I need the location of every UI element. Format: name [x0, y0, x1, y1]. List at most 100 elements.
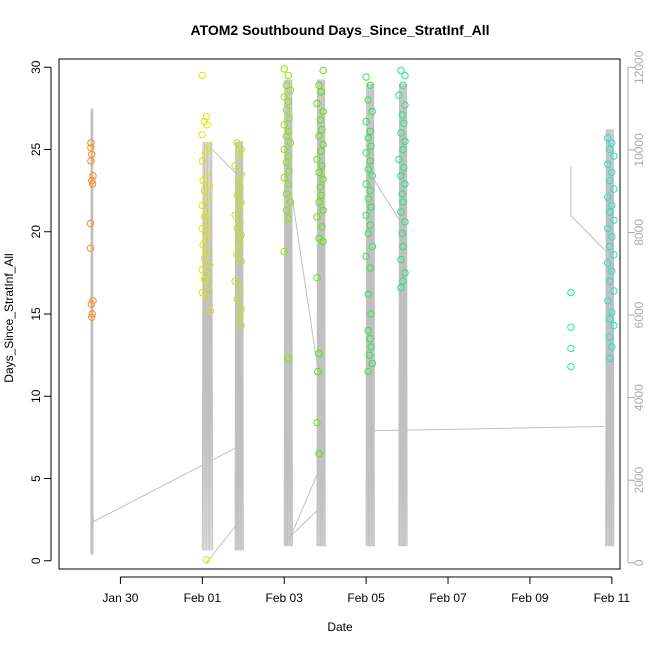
data-point [315, 168, 323, 177]
data-point [282, 158, 290, 167]
data-point [237, 198, 245, 206]
data-point [319, 66, 327, 75]
data-point [313, 155, 321, 164]
data-point [368, 242, 376, 251]
data-point [280, 247, 288, 256]
data-point [286, 139, 295, 147]
data-point [362, 73, 370, 81]
y-axis: 0 5 10 15 20 25 30 [29, 60, 52, 564]
data-point [606, 242, 614, 251]
data-point [285, 167, 293, 175]
data-point [364, 229, 372, 238]
x-tick-label: Jan 30 [102, 591, 138, 605]
data-point [200, 254, 209, 262]
data-point [233, 191, 241, 200]
data-point [231, 277, 239, 285]
data-point [236, 285, 244, 293]
data-point [365, 351, 374, 359]
data-point [201, 149, 210, 157]
data-point [202, 293, 211, 302]
y-tick-label: 25 [29, 143, 43, 157]
data-point [401, 218, 409, 226]
data-point [362, 117, 370, 126]
y2-tick-label: 12000 [632, 50, 646, 84]
data-point [604, 134, 612, 142]
altitude-profile-line [398, 83, 408, 547]
data-point [200, 275, 209, 284]
data-point [203, 234, 211, 243]
data-point [87, 300, 96, 308]
plot-frame [58, 58, 621, 570]
data-point [88, 310, 96, 318]
x-axis-label: Date [327, 620, 353, 634]
x-tick-label: Feb 05 [347, 591, 385, 605]
altitude-transit-line [90, 446, 238, 523]
data-point [397, 284, 405, 292]
data-point [280, 65, 288, 73]
x-tick-label: Feb 07 [429, 591, 467, 605]
data-point [88, 177, 96, 185]
data-point [206, 182, 214, 190]
data-point [315, 81, 323, 90]
data-point [284, 214, 292, 223]
data-point [313, 418, 321, 427]
data-point [237, 231, 245, 239]
data-point [315, 132, 323, 141]
altitude-profile-line [605, 129, 615, 547]
data-point [235, 244, 243, 252]
data-point [237, 170, 245, 178]
data-point [610, 152, 618, 160]
altitude-profile-line [365, 83, 375, 547]
data-point [204, 219, 213, 228]
data-point [284, 180, 292, 188]
data-point [237, 321, 245, 330]
data-point [366, 186, 374, 195]
data-point [86, 244, 95, 252]
data-point [234, 178, 243, 187]
data-point [608, 343, 616, 351]
data-point [198, 157, 207, 165]
data-point [202, 247, 211, 256]
data-point [317, 191, 325, 200]
data-point [88, 180, 97, 188]
data-point [608, 267, 616, 275]
data-point [198, 288, 207, 297]
data-point [610, 321, 618, 330]
data-point [284, 98, 292, 106]
data-point [364, 165, 372, 173]
data-point [567, 288, 575, 297]
data-point [202, 556, 211, 564]
data-point [284, 71, 292, 80]
data-point [198, 201, 207, 210]
data-point [280, 93, 288, 101]
data-point [204, 282, 213, 290]
altitude-profile-line [201, 141, 214, 551]
altitude-profile-line [316, 79, 326, 547]
data-point [235, 313, 243, 321]
y2-tick-label: 2000 [632, 467, 646, 494]
data-point [202, 112, 211, 121]
data-point [280, 121, 288, 129]
y2-tick-label: 0 [632, 559, 646, 566]
data-point [235, 205, 243, 213]
y2-tick-label: 6000 [632, 301, 646, 328]
data-point [313, 99, 321, 108]
data-point [313, 274, 321, 282]
data-point [282, 190, 290, 198]
data-point [401, 180, 409, 188]
data-point [286, 86, 295, 95]
data-point [313, 213, 321, 221]
data-point [233, 139, 241, 147]
data-point [399, 242, 407, 251]
data-point [397, 172, 405, 180]
data-point [604, 160, 612, 169]
data-point [237, 145, 245, 154]
data-point [367, 142, 375, 150]
data-point [610, 216, 618, 224]
data-point [401, 71, 409, 80]
data-point [318, 126, 326, 134]
data-point [610, 287, 618, 295]
data-point [280, 173, 288, 182]
data-point [398, 111, 406, 119]
data-point [198, 265, 207, 274]
